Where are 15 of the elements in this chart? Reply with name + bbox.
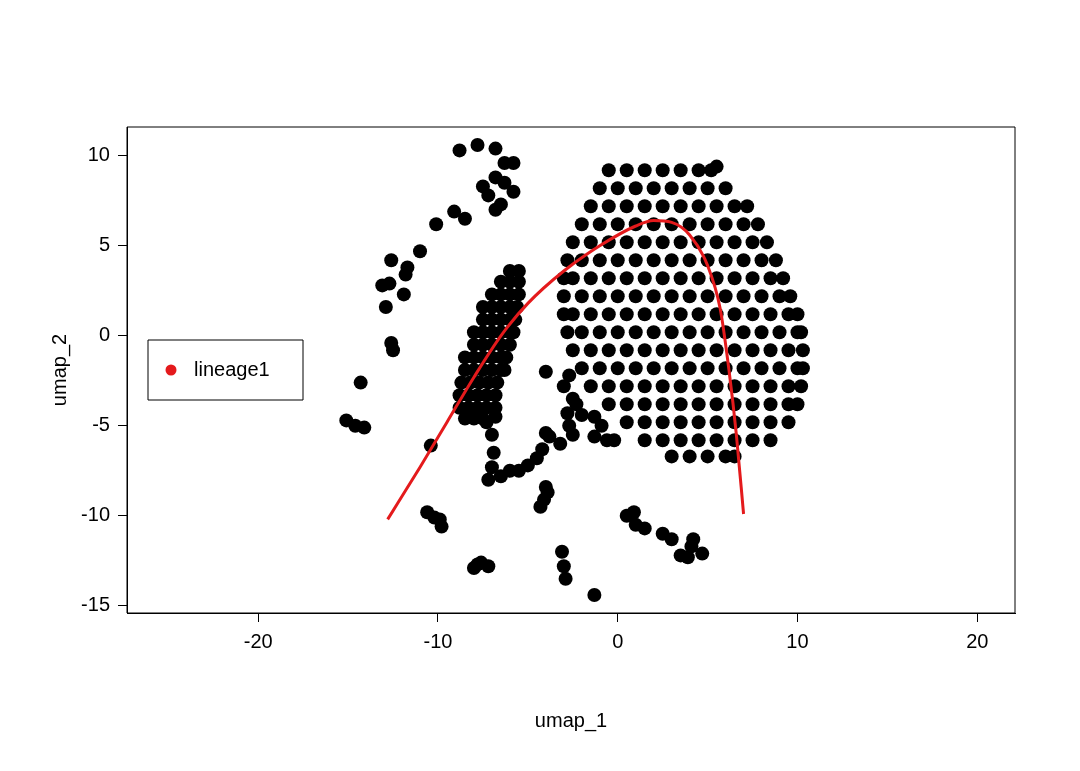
- y-tick-label: -15: [81, 593, 110, 616]
- y-tick-label: 5: [98, 233, 110, 256]
- x-tick-label: -10: [423, 629, 453, 652]
- x-tick-label: 0: [612, 629, 624, 652]
- y-tick-label: -5: [92, 413, 110, 436]
- y-axis-title: umap_2: [47, 333, 71, 407]
- y-tick-label: -10: [81, 503, 110, 526]
- x-axis-title: umap_1: [534, 708, 608, 732]
- y-tick-label: 0: [98, 323, 110, 346]
- y-tick-label: 10: [87, 143, 110, 166]
- x-tick-label: -20: [243, 629, 273, 652]
- x-tick-label: 10: [786, 629, 809, 652]
- x-tick-label: 20: [966, 629, 989, 652]
- line-series: [386, 219, 746, 521]
- legend-label: lineage1: [194, 357, 270, 380]
